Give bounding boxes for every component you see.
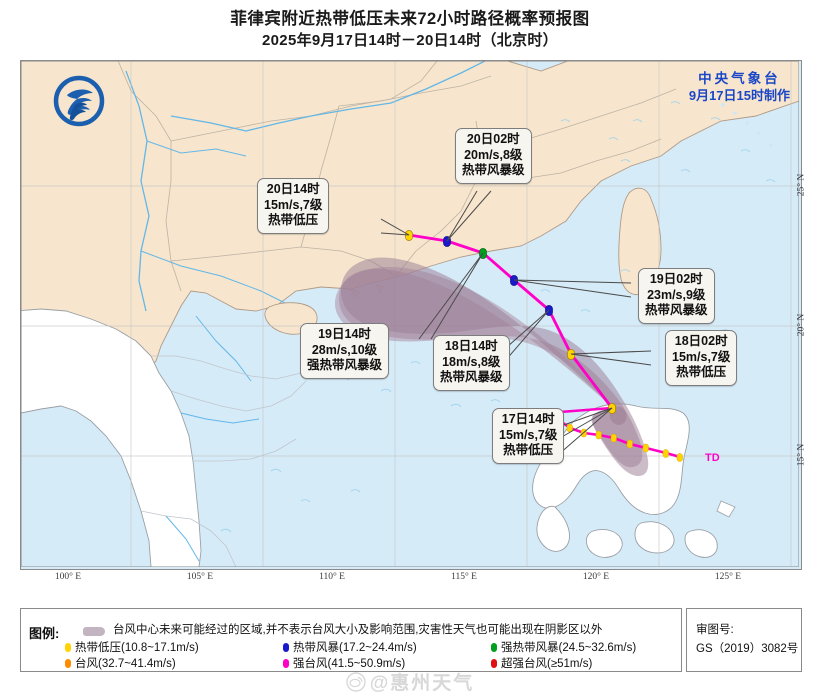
callout-wind: 23m/s,9级 bbox=[647, 287, 706, 302]
cone-swatch-icon bbox=[83, 627, 105, 636]
callout-20-14[interactable]: 20日14时 15m/s,7级 热带低压 bbox=[257, 178, 330, 234]
callout-time: 17日14时 bbox=[501, 412, 555, 426]
legend-item-td: 热带低压(10.8~17.1m/s) bbox=[65, 639, 199, 655]
legend-item-label: 热带风暴(17.2~24.4m/s) bbox=[293, 642, 417, 654]
callout-grade: 热带风暴级 bbox=[440, 370, 503, 384]
td-dot-icon bbox=[65, 643, 71, 652]
legend-item-sts: 强热带风暴(24.5~32.6m/s) bbox=[491, 639, 636, 655]
callout-17-14[interactable]: 17日14时 15m/s,7级 热带低压 bbox=[492, 408, 565, 464]
lon-tick-110e: 110° E bbox=[319, 572, 345, 582]
watermark-text: @惠州天气 bbox=[369, 673, 475, 694]
callout-grade: 强热带风暴级 bbox=[307, 358, 383, 372]
legend-cone-note: 台风中心未来可能经过的区域,并不表示台风大小及影响范围,灾害性天气也可能出现在阴… bbox=[113, 624, 603, 636]
callout-time: 20日14时 bbox=[266, 182, 320, 196]
callout-time: 19日14时 bbox=[318, 327, 371, 341]
callout-time: 19日02时 bbox=[649, 272, 703, 286]
lat-tick-20n: 20° N bbox=[796, 313, 807, 337]
lon-tick-115e: 115° E bbox=[451, 572, 477, 582]
approval-label: 审图号: bbox=[696, 624, 734, 636]
sty-dot-icon bbox=[283, 659, 289, 668]
cma-logo-icon bbox=[53, 75, 105, 127]
callout-grade: 热带低压 bbox=[503, 443, 554, 457]
callout-grade: 热带风暴级 bbox=[645, 303, 708, 317]
callout-grade: 热带风暴级 bbox=[462, 163, 525, 177]
callout-wind: 15m/s,7级 bbox=[672, 349, 731, 364]
legend-panel: 图例: 台风中心未来可能经过的区域,并不表示台风大小及影响范围,灾害性天气也可能… bbox=[20, 608, 682, 672]
callout-18-02[interactable]: 18日02时 15m/s,7级 热带低压 bbox=[665, 330, 738, 386]
legend-item-label: 超强台风(≥51m/s) bbox=[501, 658, 593, 670]
lon-tick-105e: 105° E bbox=[186, 572, 214, 582]
cma-stamp: 中央气象台 9月17日15时制作 bbox=[689, 70, 790, 104]
legend-item-superty: 超强台风(≥51m/s) bbox=[491, 655, 592, 671]
legend-item-ty: 台风(32.7~41.4m/s) bbox=[65, 655, 176, 671]
cma-stamp-line1: 中央气象台 bbox=[698, 71, 781, 86]
map-graphics: TD bbox=[21, 61, 799, 567]
lat-tick-25n: 25° N bbox=[796, 173, 807, 197]
legend-item-label: 强台风(41.5~50.9m/s) bbox=[293, 658, 406, 670]
legend-title: 图例: bbox=[29, 626, 60, 641]
page-title: 菲律宾附近热带低压未来72小时路径概率预报图 2025年9月17日14时－20日… bbox=[0, 8, 820, 51]
sts-dot-icon bbox=[491, 643, 497, 652]
legend-item-ts: 热带风暴(17.2~24.4m/s) bbox=[283, 639, 417, 655]
lon-tick-120e: 120° E bbox=[582, 572, 610, 582]
callout-wind: 15m/s,7级 bbox=[264, 197, 323, 212]
lon-tick-125e: 125° E bbox=[714, 572, 742, 582]
callout-19-02[interactable]: 19日02时 23m/s,9级 热带风暴级 bbox=[638, 268, 715, 324]
title-sub: 2025年9月17日14时－20日14时（北京时） bbox=[262, 32, 558, 49]
callout-wind: 20m/s,8级 bbox=[464, 147, 523, 162]
legend-item-label: 台风(32.7~41.4m/s) bbox=[75, 658, 176, 670]
callout-time: 18日02时 bbox=[674, 334, 728, 348]
approval-value: GS（2019）3082号 bbox=[696, 643, 799, 655]
callout-wind: 18m/s,8级 bbox=[442, 354, 501, 369]
callout-20-02[interactable]: 20日02时 20m/s,8级 热带风暴级 bbox=[455, 128, 532, 184]
ts-dot-icon bbox=[283, 643, 289, 652]
ty-dot-icon bbox=[65, 659, 71, 668]
weibo-watermark: @惠州天气 bbox=[0, 668, 820, 698]
callout-19-14[interactable]: 19日14时 28m/s,10级 强热带风暴级 bbox=[300, 323, 390, 379]
callout-grade: 热带低压 bbox=[268, 213, 319, 227]
callout-18-14[interactable]: 18日14时 18m/s,8级 热带风暴级 bbox=[433, 335, 510, 391]
cma-stamp-line2: 9月17日15时制作 bbox=[688, 88, 790, 103]
weibo-icon bbox=[346, 672, 366, 698]
title-main: 菲律宾附近热带低压未来72小时路径概率预报图 bbox=[230, 10, 590, 28]
legend-item-label: 热带低压(10.8~17.1m/s) bbox=[75, 642, 199, 654]
superty-dot-icon bbox=[491, 659, 497, 668]
td-track-tag: TD bbox=[705, 452, 720, 464]
lat-tick-15n: 15° N bbox=[796, 443, 807, 467]
callout-time: 20日02时 bbox=[466, 132, 520, 146]
callout-grade: 热带低压 bbox=[676, 365, 727, 379]
legend-item-sty: 强台风(41.5~50.9m/s) bbox=[283, 655, 405, 671]
lon-tick-100e: 100° E bbox=[54, 572, 82, 582]
approval-panel: 审图号: GS（2019）3082号 bbox=[686, 608, 802, 672]
callout-wind: 15m/s,7级 bbox=[499, 427, 558, 442]
legend-item-label: 强热带风暴(24.5~32.6m/s) bbox=[501, 642, 637, 654]
callout-time: 18日14时 bbox=[444, 339, 498, 353]
callout-wind: 28m/s,10级 bbox=[311, 342, 378, 357]
